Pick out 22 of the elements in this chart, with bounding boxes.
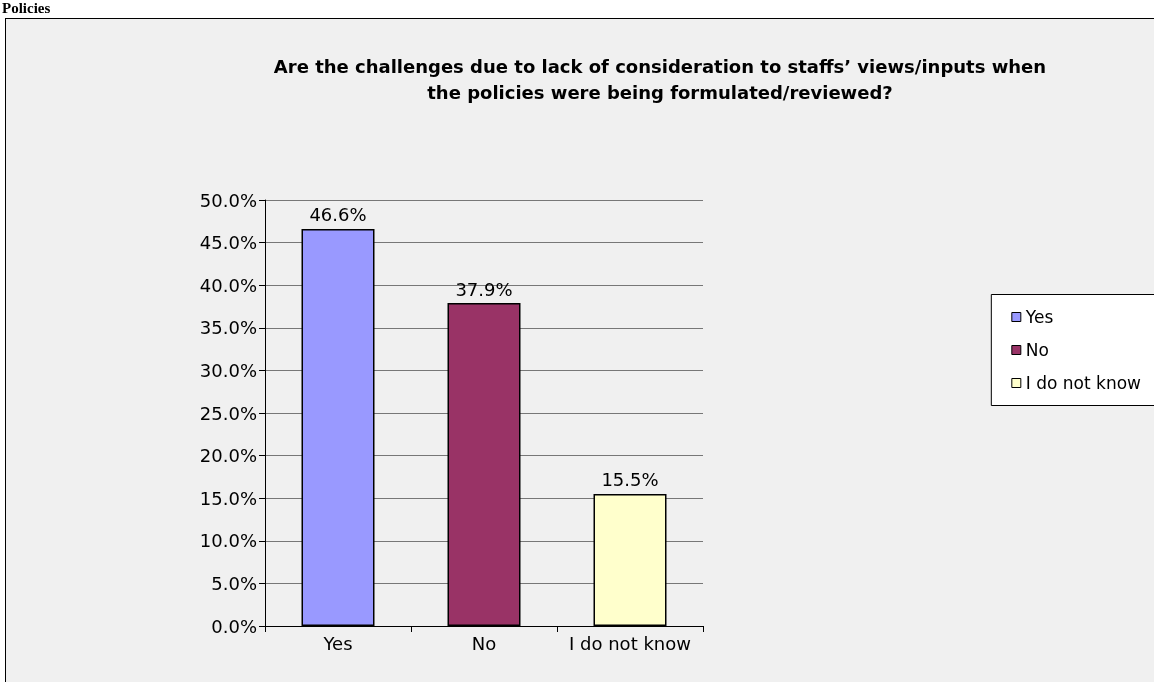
x-tick-label: No	[471, 632, 497, 654]
data-label: 37.9%	[455, 278, 513, 300]
y-tick-label: 45.0%	[199, 232, 257, 254]
legend-label: I do not know	[1025, 373, 1142, 393]
x-tick-label: I do not know	[569, 632, 691, 654]
y-tick-label: 30.0%	[199, 359, 257, 381]
y-tick-label: 15.0%	[199, 487, 257, 509]
text: Policies	[2, 0, 51, 17]
legend-label: Yes	[1024, 307, 1054, 327]
y-tick-label: 5.0%	[211, 572, 257, 594]
legend-label: No	[1025, 340, 1049, 360]
y-tick-label: 40.0%	[199, 274, 257, 296]
y-tick-label: 50.0%	[199, 189, 257, 211]
y-tick-label: 0.0%	[211, 615, 257, 637]
data-label: 46.6%	[309, 204, 367, 226]
data-label: 15.5%	[601, 469, 659, 491]
y-tick-label: 35.0%	[199, 317, 257, 339]
chart-title: Are the challenges due to lack of consideration to staffs’ views/inputs when the policies were being formulated/reviewed?	[273, 55, 1047, 103]
x-tick-label: Yes	[322, 632, 353, 654]
y-tick-label: 25.0%	[199, 402, 257, 424]
y-tick-label: 10.0%	[199, 530, 257, 552]
y-tick-label: 20.0%	[199, 445, 257, 467]
